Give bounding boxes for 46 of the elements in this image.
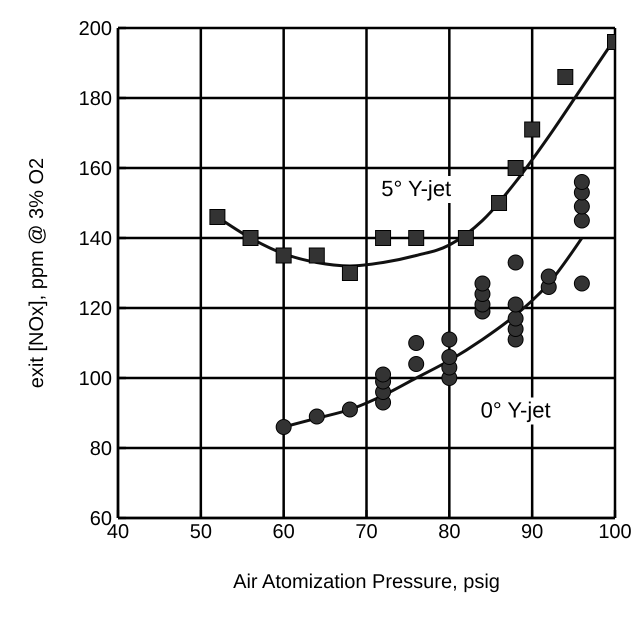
- x-tick-label: 60: [272, 521, 295, 544]
- point: [508, 310, 524, 326]
- y-axis-title: exit [NOx], ppm @ 3% O2: [26, 158, 48, 388]
- y-tick-label: 80: [90, 438, 112, 460]
- point: [474, 276, 490, 292]
- x-axis-title: Air Atomization Pressure, psig: [233, 571, 500, 593]
- point: [242, 230, 259, 246]
- y-tick-label: 140: [78, 228, 112, 250]
- point: [408, 335, 424, 351]
- x-tick-label: 50: [190, 521, 212, 544]
- point: [508, 296, 524, 312]
- point: [375, 366, 392, 382]
- point: [491, 195, 508, 211]
- x-tick-label: 70: [355, 521, 378, 544]
- point: [557, 69, 574, 85]
- point: [508, 254, 524, 270]
- point: [524, 122, 540, 138]
- point: [408, 230, 424, 246]
- point: [574, 212, 590, 228]
- x-tick-label: 80: [438, 521, 460, 544]
- y-tick-label: 160: [78, 158, 112, 180]
- x-tick-label: 100: [598, 521, 632, 544]
- point: [276, 248, 292, 264]
- point: [276, 419, 292, 435]
- point: [508, 160, 524, 176]
- point: [441, 332, 458, 348]
- point: [342, 402, 358, 418]
- point: [209, 209, 226, 225]
- point: [408, 356, 424, 372]
- x-tick-label: 90: [521, 521, 544, 544]
- series-label: 5° Y-jet: [381, 176, 452, 201]
- y-tick-label: 200: [78, 18, 112, 40]
- point: [458, 230, 474, 246]
- y-tick-label: 180: [78, 88, 112, 110]
- point: [441, 349, 458, 365]
- point: [342, 265, 358, 281]
- point: [574, 174, 590, 190]
- y-tick-label: 120: [78, 298, 112, 320]
- point: [375, 230, 392, 246]
- point: [308, 408, 325, 424]
- y-tick-label: 100: [78, 368, 112, 390]
- point: [574, 198, 590, 214]
- point: [308, 248, 325, 264]
- series-label: 0° Y-jet: [480, 398, 551, 422]
- point: [574, 276, 590, 292]
- point: [540, 268, 557, 284]
